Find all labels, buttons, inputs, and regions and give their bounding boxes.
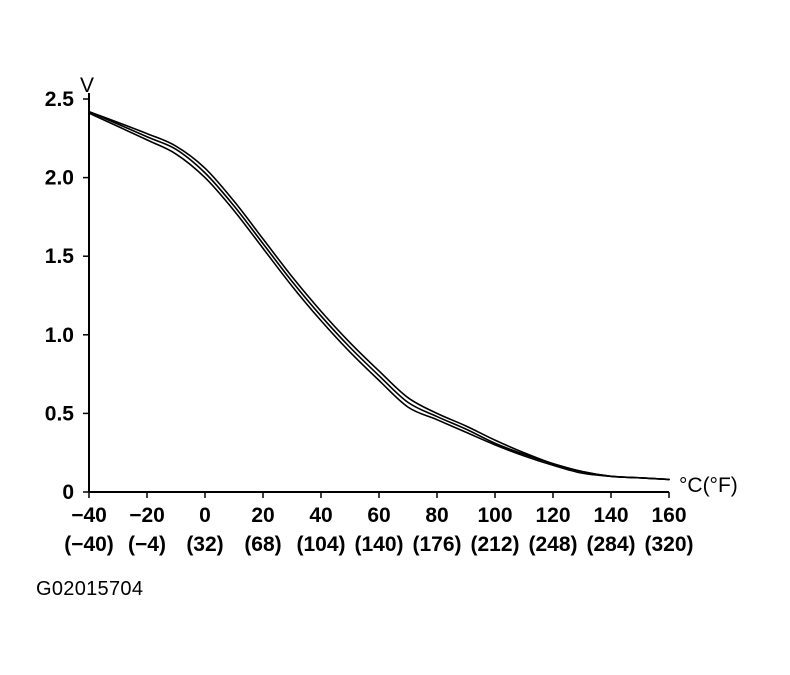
x-tick-label-fahrenheit: (320): [644, 533, 693, 556]
y-tick-label: 2.5: [45, 88, 75, 111]
x-tick-label-fahrenheit: (212): [470, 533, 519, 556]
series-line-1: [88, 110, 670, 481]
x-tick-label-fahrenheit: (−40): [64, 533, 114, 556]
x-tick-label: 120: [535, 504, 570, 527]
x-tick-label: 100: [477, 504, 512, 527]
x-tick-label: 0: [199, 504, 211, 527]
x-tick-label-fahrenheit: (104): [296, 533, 345, 556]
y-tick-label: 2.0: [45, 167, 74, 190]
x-tick-label: 60: [367, 504, 390, 527]
x-tick-label: 20: [251, 504, 274, 527]
chart-series: [88, 110, 670, 481]
x-tick-label: 140: [593, 504, 628, 527]
y-tick-label: 1.0: [45, 324, 74, 347]
x-tick-label: −40: [71, 504, 107, 527]
x-tick-label-fahrenheit: (176): [412, 533, 461, 556]
chart-axes: [88, 93, 669, 493]
series-line-3: [88, 112, 670, 481]
x-tick-label: −20: [129, 504, 165, 527]
x-tick-label: 160: [651, 504, 686, 527]
y-tick-label: 0: [62, 481, 74, 504]
x-tick-label-fahrenheit: (−4): [128, 533, 166, 556]
y-axis-label: V: [80, 74, 94, 97]
x-axis-label: °C(°F): [679, 474, 738, 497]
x-tick-label-fahrenheit: (140): [354, 533, 403, 556]
y-tick-label: 1.5: [45, 245, 75, 268]
x-tick-label-fahrenheit: (68): [244, 533, 281, 556]
x-tick-label: 40: [309, 504, 332, 527]
y-axis-ticks: 0 0.5 1.0 1.5 2.0 2.5: [45, 88, 89, 504]
x-tick-label: 80: [425, 504, 448, 527]
x-tick-label-fahrenheit: (32): [186, 533, 223, 556]
x-tick-label-fahrenheit: (248): [528, 533, 577, 556]
x-tick-label-fahrenheit: (284): [586, 533, 635, 556]
x-axis-ticks: −40 (−40) −20 (−4) 0 (32) 20 (68) 40 (104) 60 (140)…: [64, 492, 694, 556]
figure-id: G02015704: [36, 578, 144, 600]
series-line-2: [88, 110, 670, 481]
y-tick-label: 0.5: [45, 402, 75, 425]
